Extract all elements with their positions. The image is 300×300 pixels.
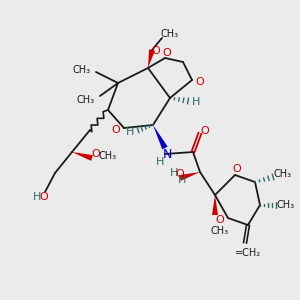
Polygon shape: [179, 172, 200, 181]
Text: O: O: [92, 149, 100, 159]
Text: H: H: [126, 127, 134, 137]
Text: O: O: [112, 125, 120, 135]
Text: H: H: [33, 192, 41, 202]
Text: CH₃: CH₃: [211, 226, 229, 236]
Text: CH₃: CH₃: [274, 169, 292, 179]
Text: CH₃: CH₃: [73, 65, 91, 75]
Text: O: O: [152, 46, 160, 56]
Text: O: O: [201, 126, 209, 136]
Text: H: H: [156, 157, 164, 167]
Text: CH₃: CH₃: [277, 200, 295, 210]
Text: H: H: [170, 168, 178, 178]
Text: N: N: [162, 148, 172, 161]
Text: O: O: [163, 48, 171, 58]
Polygon shape: [153, 125, 168, 149]
Text: H: H: [178, 175, 186, 185]
Text: CH₃: CH₃: [77, 95, 95, 105]
Polygon shape: [72, 152, 93, 161]
Text: O: O: [216, 215, 224, 225]
Text: CH₃: CH₃: [99, 151, 117, 161]
Text: =CH₂: =CH₂: [235, 248, 261, 258]
Text: O: O: [196, 77, 204, 87]
Text: O: O: [40, 192, 48, 202]
Text: O: O: [232, 164, 242, 174]
Polygon shape: [148, 49, 155, 68]
Text: CH₃: CH₃: [161, 29, 179, 39]
Text: H: H: [192, 97, 200, 107]
Text: O: O: [176, 169, 184, 179]
Polygon shape: [212, 195, 218, 215]
